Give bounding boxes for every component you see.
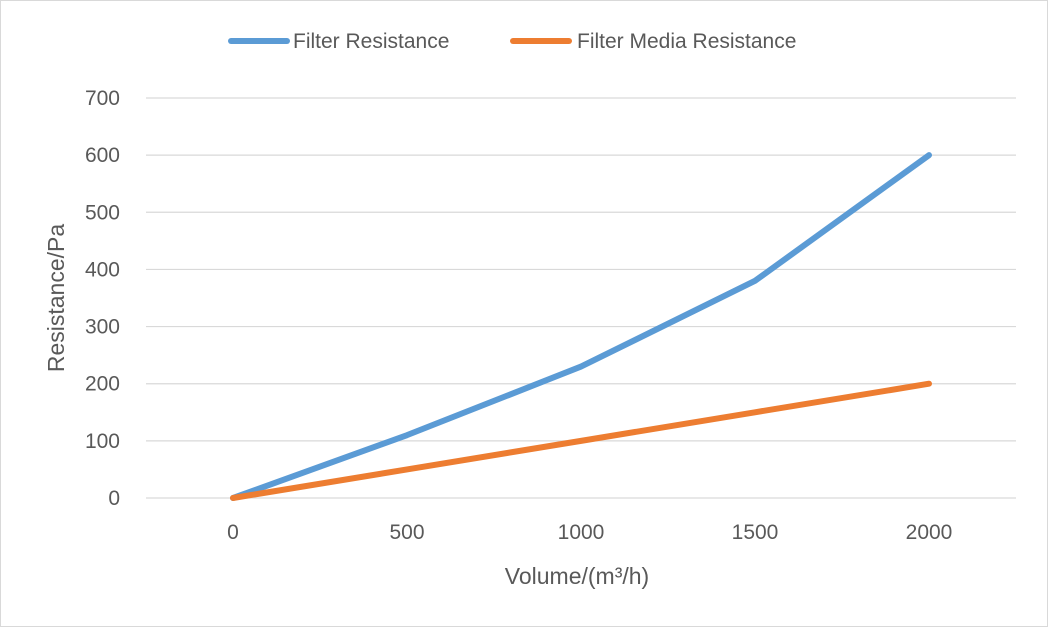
y-axis-ticks: 0 100 200 300 400 500 600 700 xyxy=(85,87,120,510)
y-tick-label: 200 xyxy=(85,373,120,396)
x-axis-title: Volume/(m³/h) xyxy=(505,563,649,589)
x-axis-ticks: 0 500 1000 1500 2000 xyxy=(227,521,952,544)
x-tick-label: 500 xyxy=(389,521,424,544)
y-tick-label: 500 xyxy=(85,201,120,224)
y-tick-label: 700 xyxy=(85,87,120,110)
legend-label-2: Filter Media Resistance xyxy=(577,30,796,53)
y-axis-title: Resistance/Pa xyxy=(43,224,69,373)
y-tick-label: 100 xyxy=(85,430,120,453)
x-tick-label: 1500 xyxy=(732,521,779,544)
series-layer xyxy=(230,152,932,501)
y-tick-label: 600 xyxy=(85,144,120,167)
legend-label-1: Filter Resistance xyxy=(293,30,449,53)
y-tick-label: 300 xyxy=(85,316,120,339)
gridlines xyxy=(146,97,1016,499)
y-tick-label: 400 xyxy=(85,258,120,281)
x-tick-label: 1000 xyxy=(558,521,605,544)
y-tick-label: 0 xyxy=(108,487,120,510)
series-line-2 xyxy=(230,380,932,501)
series-line-1 xyxy=(230,152,932,501)
x-tick-label: 0 xyxy=(227,521,239,544)
legend: Filter Resistance Filter Media Resistance xyxy=(228,30,796,53)
x-tick-label: 2000 xyxy=(906,521,953,544)
